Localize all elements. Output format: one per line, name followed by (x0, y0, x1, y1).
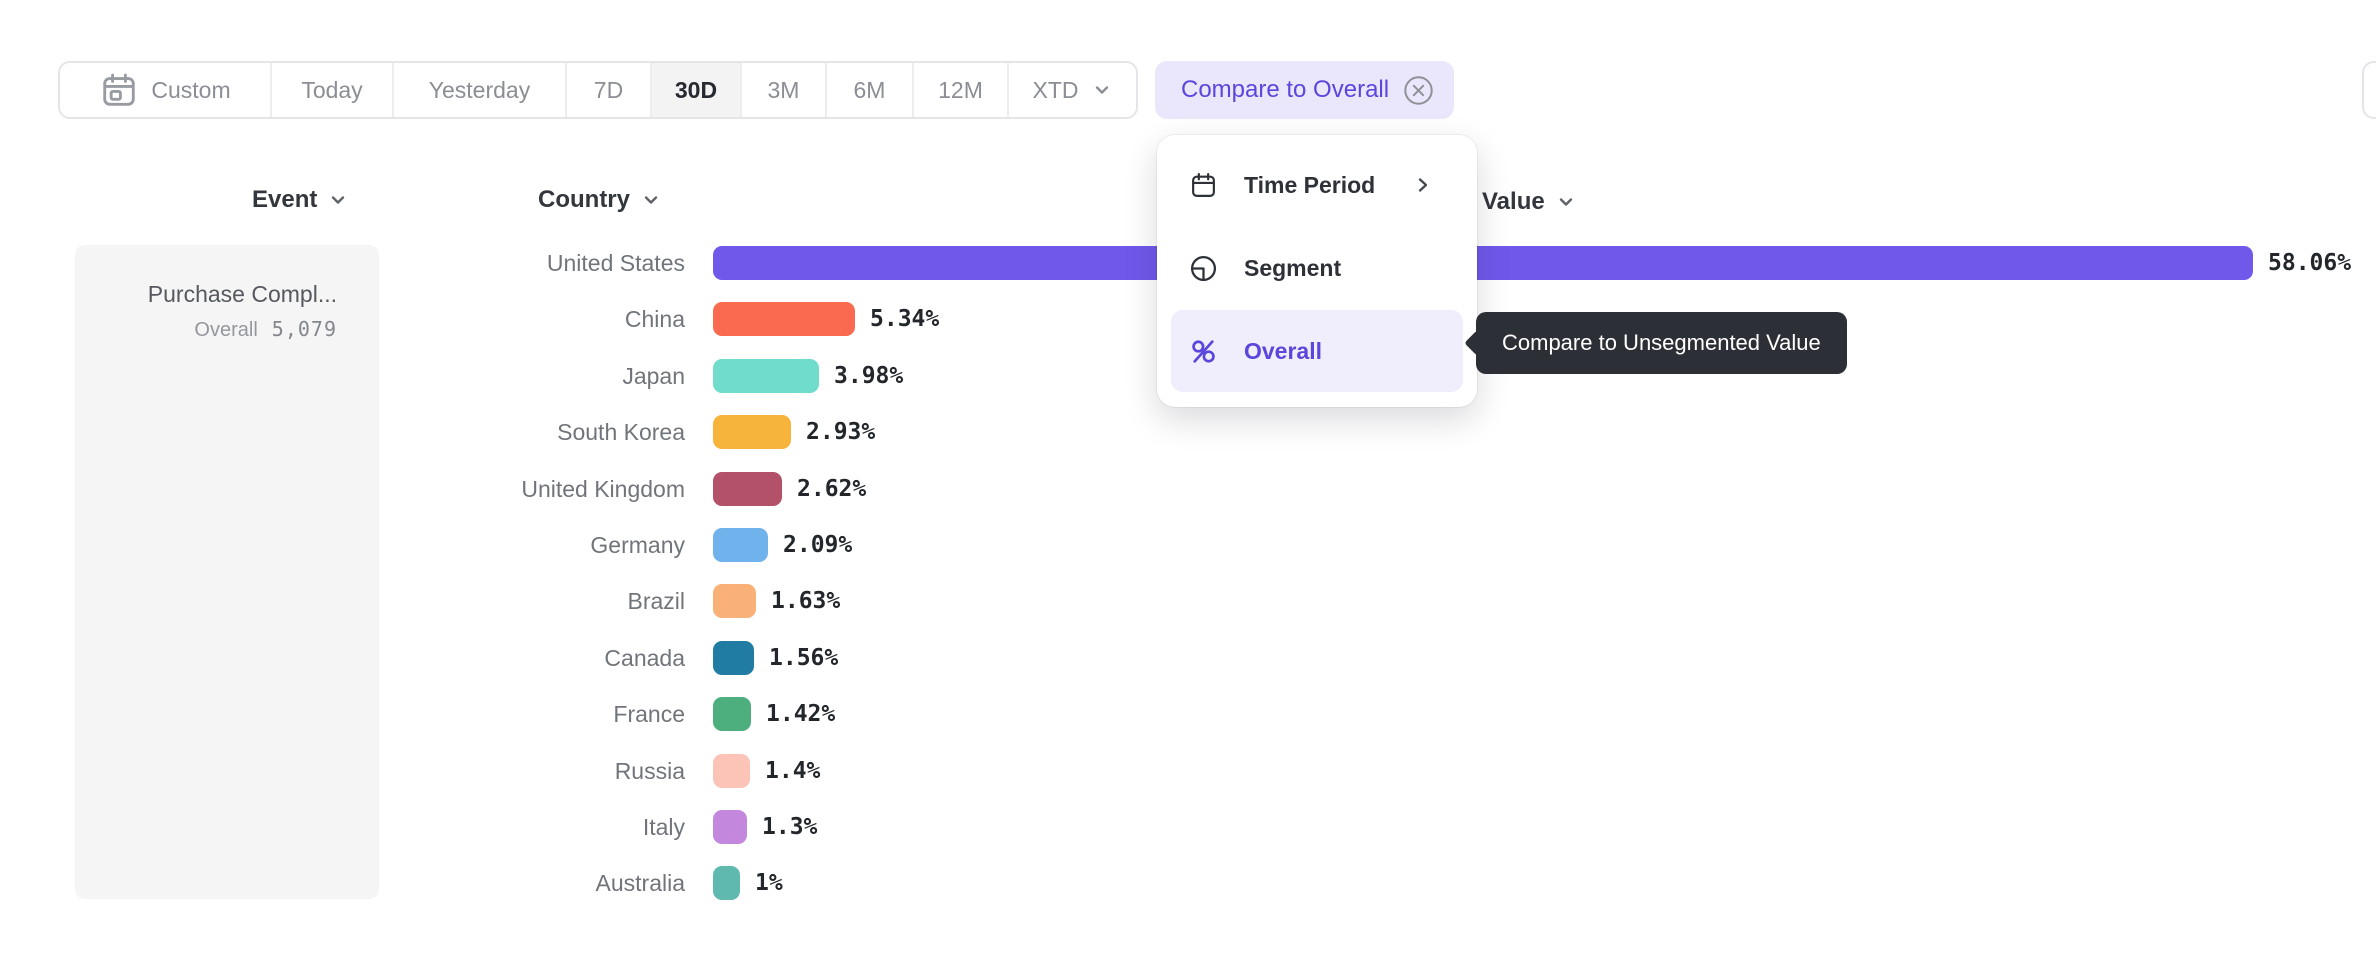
bar-south-korea[interactable] (713, 415, 791, 449)
bar-china[interactable] (713, 302, 855, 336)
chart-row: France 1.42% (0, 697, 2376, 731)
calendar-icon (99, 70, 139, 110)
bar-italy[interactable] (713, 810, 747, 844)
menu-item-segment[interactable]: Segment (1171, 227, 1463, 309)
country-label: United Kingdom (521, 476, 685, 502)
value-label: 3.98% (834, 363, 904, 389)
time-range-7d[interactable]: 7D (565, 63, 650, 117)
bar-australia[interactable] (713, 866, 740, 900)
country-label: France (613, 701, 685, 727)
calendar-icon (1189, 171, 1218, 200)
value-column-header[interactable]: Value (1482, 188, 1577, 216)
value-label: 1.3% (762, 814, 818, 840)
tooltip: Compare to Unsegmented Value (1464, 312, 1847, 374)
chart-row: South Korea 2.93% (0, 415, 2376, 449)
country-label: United States (546, 250, 685, 276)
value-label: 58.06% (2268, 250, 2352, 276)
compare-dropdown-menu: Time Period Segment Overall (1157, 135, 1477, 407)
country-label: South Korea (557, 419, 685, 445)
chart-row: Japan 3.98% (0, 359, 2376, 393)
overall-value: 5,079 (271, 317, 337, 341)
time-range-custom[interactable]: Custom (60, 63, 270, 117)
bar-united-kingdom[interactable] (713, 472, 782, 506)
overall-label: Overall (194, 319, 258, 341)
menu-item-time-period[interactable]: Time Period (1171, 144, 1463, 226)
value-label: 1.4% (765, 758, 821, 784)
time-range-xtd[interactable]: XTD (1007, 63, 1136, 117)
value-label: 1.56% (769, 645, 839, 671)
time-range-label: Custom (151, 76, 231, 103)
time-range-3m[interactable]: 3M (740, 63, 825, 117)
circled-x-icon[interactable] (1403, 75, 1434, 106)
chart-row: United States 58.06% (0, 246, 2376, 280)
event-column-header[interactable]: Event (252, 186, 349, 214)
chevron-down-icon (1555, 191, 1577, 213)
value-label: 1.42% (766, 701, 836, 727)
chevron-down-icon (640, 189, 662, 211)
chevron-down-icon (327, 189, 349, 211)
time-range-30d[interactable]: 30D (650, 63, 740, 117)
bar-canada[interactable] (713, 641, 754, 675)
bar-japan[interactable] (713, 359, 819, 393)
event-overall-row: Overall 5,079 (75, 317, 337, 342)
time-range-6m[interactable]: 6M (825, 63, 912, 117)
compare-to-overall-chip[interactable]: Compare to Overall (1155, 61, 1455, 119)
country-label: Italy (642, 814, 685, 840)
bar-germany[interactable] (713, 528, 768, 562)
country-label: Canada (604, 645, 685, 671)
chart-row: Brazil 1.63% (0, 584, 2376, 618)
event-panel[interactable]: Purchase Compl... Overall 5,079 (75, 245, 379, 899)
tooltip-text: Compare to Unsegmented Value (1502, 330, 1821, 355)
chevron-right-icon (1413, 175, 1433, 195)
time-range-today[interactable]: Today (270, 63, 392, 117)
bar-russia[interactable] (713, 754, 750, 788)
compare-chip-label: Compare to Overall (1181, 76, 1390, 103)
country-label: Japan (622, 363, 685, 389)
value-label: 1.63% (771, 588, 841, 614)
country-label: Russia (614, 758, 685, 784)
value-label: 5.34% (870, 306, 940, 332)
country-column-header[interactable]: Country (538, 186, 662, 214)
value-label: 1% (755, 870, 783, 896)
menu-item-overall[interactable]: Overall (1171, 310, 1463, 392)
chart-row: United Kingdom 2.62% (0, 472, 2376, 506)
percent-icon (1189, 337, 1218, 366)
chart-row: Russia 1.4% (0, 754, 2376, 788)
time-range-toolbar: Custom Today Yesterday 7D 30D 3M 6M 12M … (58, 61, 1138, 119)
country-label: Australia (595, 870, 685, 896)
time-range-yesterday[interactable]: Yesterday (392, 63, 565, 117)
event-name[interactable]: Purchase Compl... (147, 281, 337, 307)
chart-row: China 5.34% (0, 302, 2376, 336)
time-range-12m[interactable]: 12M (912, 63, 1007, 117)
country-label: Germany (590, 532, 685, 558)
country-label: China (624, 306, 685, 332)
bar-brazil[interactable] (713, 584, 756, 618)
bar-united-states[interactable] (713, 246, 2253, 280)
value-label: 2.09% (783, 532, 853, 558)
chart-row: Italy 1.3% (0, 810, 2376, 844)
chart-row: Australia 1% (0, 866, 2376, 900)
country-label: Brazil (627, 588, 685, 614)
value-label: 2.93% (806, 419, 876, 445)
value-label: 2.62% (797, 476, 867, 502)
chart-row: Canada 1.56% (0, 641, 2376, 675)
chevron-down-icon (1091, 79, 1113, 101)
overflow-button-partial[interactable] (2362, 61, 2376, 119)
chart-row: Germany 2.09% (0, 528, 2376, 562)
segment-icon (1189, 254, 1218, 283)
bar-france[interactable] (713, 697, 751, 731)
